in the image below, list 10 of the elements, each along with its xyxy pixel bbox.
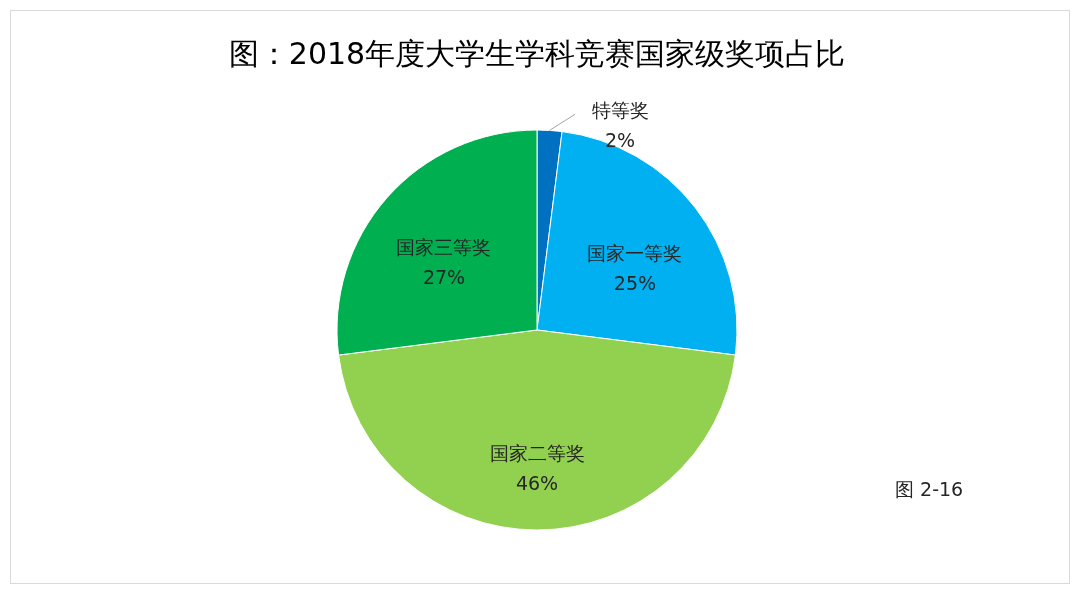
slice-label: 国家三等奖 <box>396 236 492 258</box>
data-label: 27% <box>422 266 466 288</box>
chart-title: 图：2018年度大学生学科竞赛国家级奖项占比 <box>228 36 846 71</box>
data-label: 2% <box>604 129 636 152</box>
slice-label: 特等奖 <box>591 99 649 122</box>
data-label: 25% <box>613 272 657 294</box>
slice-label: 国家一等奖 <box>587 242 683 264</box>
caption: 图 2-16 <box>895 478 964 500</box>
slice-label: 国家二等奖 <box>489 442 585 464</box>
data-label: 46% <box>515 472 559 494</box>
